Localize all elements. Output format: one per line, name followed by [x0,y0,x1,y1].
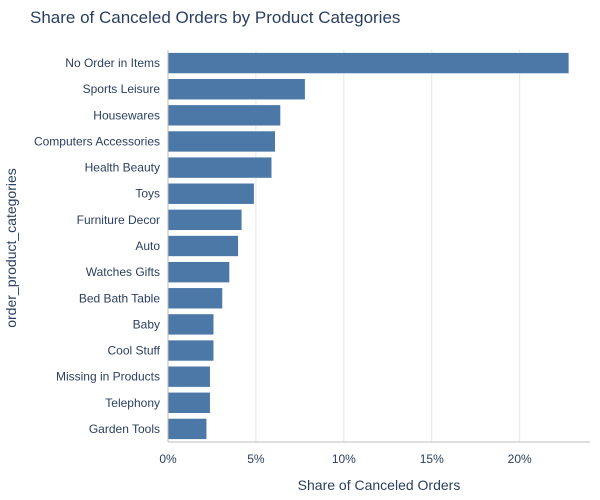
y-tick-label: Missing in Products [56,370,160,384]
y-tick-label: Baby [133,317,160,331]
y-tick-label: Health Beauty [85,161,160,175]
bar [167,78,306,100]
bar [167,365,211,388]
x-tick-label: 0% [159,452,177,466]
bar [167,156,272,179]
bar [167,392,211,414]
y-tick-label: Telephony [105,396,160,410]
bar [167,313,214,336]
x-tick-label: 5% [247,452,265,466]
bar [167,130,276,153]
x-axis-title: Share of Canceled Orders [298,477,461,493]
y-tick-labels: No Order in Items Sports Leisure Houseware… [34,56,161,436]
bar [167,287,223,309]
y-tick-label: Housewares [93,108,160,122]
y-tick-label: Sports Leisure [83,82,161,96]
bar [167,183,255,205]
x-tick-label: 20% [508,452,532,466]
y-tick-label: No Order in Items [65,56,160,70]
y-tick-label: Toys [135,187,160,201]
y-tick-label: Furniture Decor [77,213,160,227]
x-tick-label: 10% [332,452,356,466]
bar [167,209,243,231]
bar [167,261,230,283]
bars [167,52,570,440]
bar [167,52,570,74]
bar [167,418,207,440]
x-tick-label: 15% [420,452,444,466]
y-tick-label: Cool Stuff [108,344,161,358]
y-tick-label: Watches Gifts [86,265,160,279]
y-tick-label: Bed Bath Table [79,291,161,305]
bar [167,339,214,362]
bar [167,104,281,127]
bar [167,235,239,257]
y-tick-label: Auto [135,239,160,253]
y-axis-title: order_product_categories [3,168,19,328]
y-tick-label: Garden Tools [89,422,160,436]
chart-title: Share of Canceled Orders by Product Cate… [30,8,401,27]
gridlines [255,50,521,442]
x-tick-labels: 0% 5% 10% 15% 20% [159,452,532,466]
y-tick-label: Computers Accessories [34,134,160,148]
